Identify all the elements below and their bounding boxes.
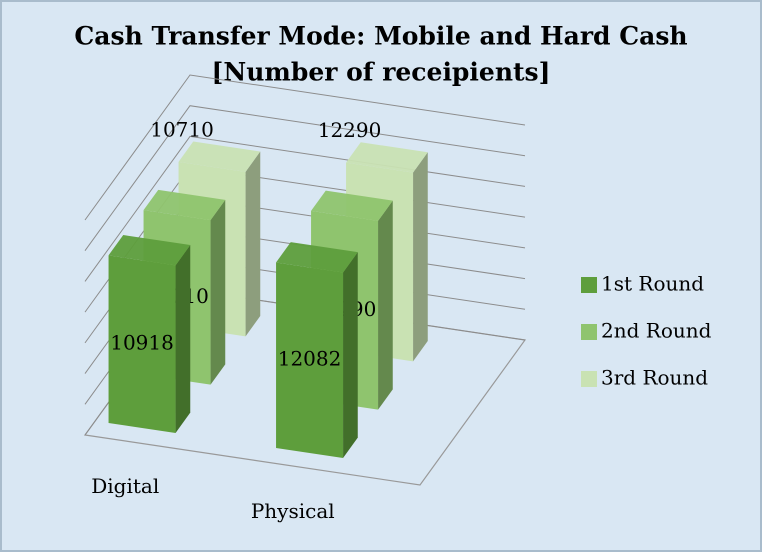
legend-label: 3rd Round bbox=[601, 366, 708, 390]
grid-line bbox=[84, 105, 526, 252]
bar-side bbox=[378, 200, 393, 410]
bar-side bbox=[413, 152, 428, 362]
legend-swatch bbox=[581, 371, 597, 387]
bar bbox=[108, 255, 176, 433]
bar-top bbox=[178, 141, 261, 172]
bar-top bbox=[108, 235, 191, 266]
bar-top bbox=[346, 142, 428, 173]
bar bbox=[276, 262, 344, 458]
legend-label: 2nd Round bbox=[601, 319, 712, 343]
chart-subtitle: [Number of receipients] bbox=[212, 58, 551, 87]
grid-line bbox=[84, 74, 526, 221]
data-label: 10918 bbox=[110, 331, 174, 355]
data-label: 10710 bbox=[150, 117, 214, 141]
legend-swatch bbox=[581, 277, 597, 293]
data-label: 12290 bbox=[318, 118, 382, 142]
data-label: 12082 bbox=[278, 347, 342, 371]
bar-side bbox=[343, 252, 358, 458]
bar-top bbox=[276, 242, 358, 273]
x-tick-label: Digital bbox=[91, 474, 159, 498]
bar-side bbox=[245, 151, 261, 337]
chart-title: Cash Transfer Mode: Mobile and Hard Cash bbox=[74, 22, 687, 51]
bar-top bbox=[311, 190, 393, 221]
bar-top bbox=[143, 189, 226, 221]
legend-label: 1st Round bbox=[601, 272, 704, 296]
x-tick-label: Physical bbox=[251, 499, 335, 523]
legend-swatch bbox=[581, 324, 597, 340]
bar-side bbox=[210, 199, 226, 385]
bar-side bbox=[175, 245, 191, 433]
